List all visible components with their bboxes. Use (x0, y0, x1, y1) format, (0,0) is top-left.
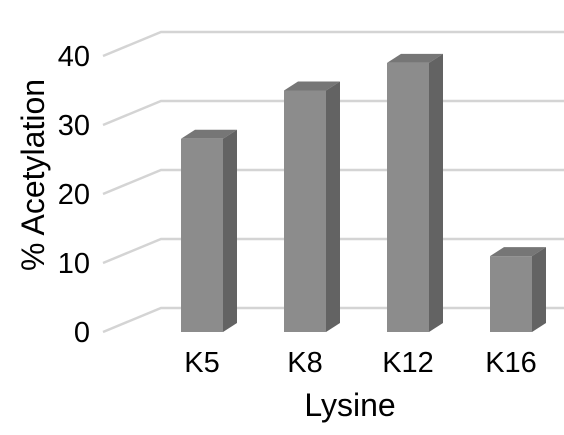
x-tick-label: K8 (287, 347, 322, 379)
x-tick-label: K5 (184, 347, 219, 379)
bar-top-face (284, 81, 340, 91)
y-axis-ticks: 0 10 20 30 40 (58, 41, 90, 349)
bar-side-face (326, 81, 340, 332)
y-tick-label: 0 (74, 317, 90, 349)
y-tick-label: 40 (58, 41, 90, 73)
bar-side-face (429, 53, 443, 333)
y-tick-label: 30 (58, 110, 90, 142)
bar-top-face (387, 53, 443, 63)
x-tick-label: K16 (485, 347, 537, 379)
x-axis-title: Lysine (304, 387, 395, 423)
x-axis-ticks: K5 K8 K12 K16 (184, 347, 537, 379)
bar-front-face (284, 90, 326, 332)
bar-front-face (490, 256, 532, 332)
bar-K16 (490, 247, 546, 332)
bar-front-face (181, 138, 223, 332)
gridline (102, 30, 564, 58)
bar-front-face (387, 62, 429, 333)
bar-side-face (532, 247, 546, 332)
bar-K5 (181, 129, 237, 332)
x-tick-label: K12 (382, 347, 434, 379)
y-tick-label: 20 (58, 179, 90, 211)
bar-K12 (387, 53, 443, 333)
bar-K8 (284, 81, 340, 332)
bar-top-face (490, 247, 546, 257)
bar-side-face (223, 129, 237, 332)
bars (181, 53, 546, 333)
y-tick-label: 10 (58, 248, 90, 280)
y-axis-title: % Acetylation (15, 79, 51, 271)
bar-top-face (181, 129, 237, 139)
